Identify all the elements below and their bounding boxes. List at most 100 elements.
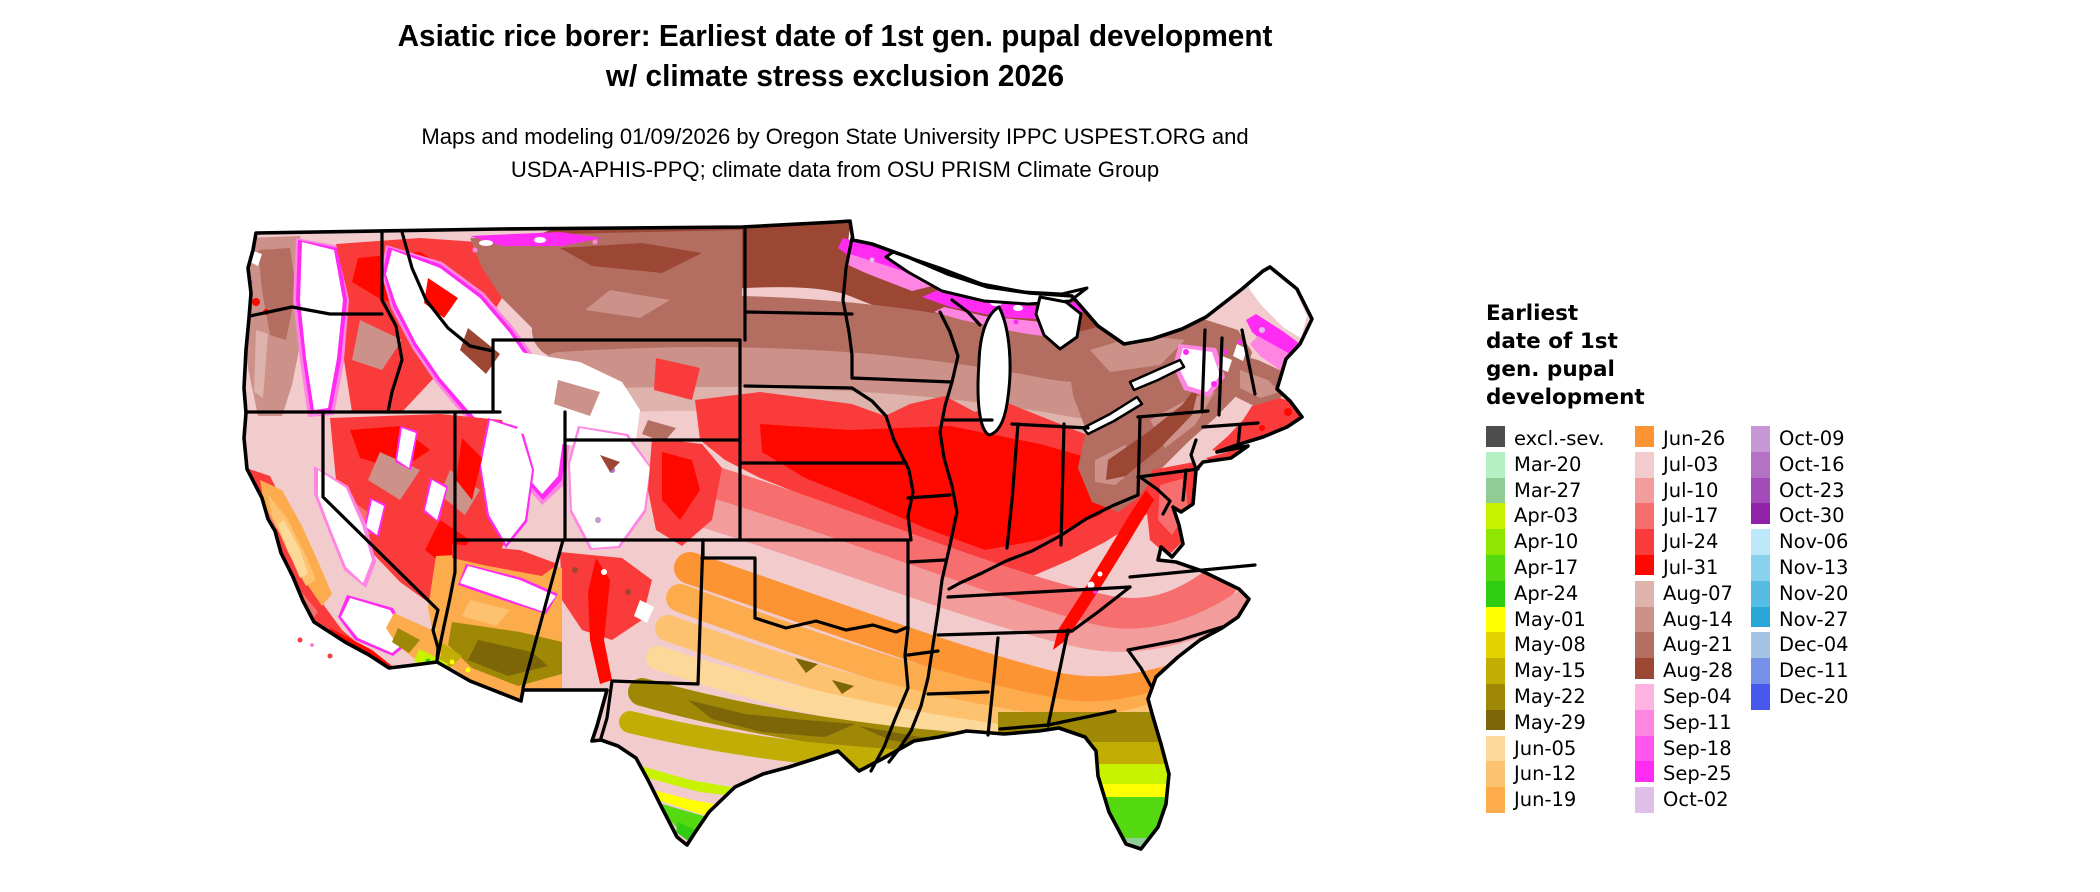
legend-label: Dec-11 (1779, 659, 1849, 683)
legend-item: May-15 (1486, 658, 1635, 684)
legend-swatch (1486, 761, 1505, 788)
legend-label: May-22 (1514, 684, 1586, 708)
legend-item: Apr-24 (1486, 580, 1635, 607)
legend-swatch (1486, 554, 1505, 581)
legend-label: Jun-12 (1514, 762, 1577, 786)
legend-item: Apr-03 (1486, 503, 1635, 530)
legend-swatch (1751, 658, 1770, 684)
legend-item: Sep-25 (1635, 761, 1751, 787)
legend-label: Oct-23 (1779, 478, 1845, 502)
legend-item: Jul-31 (1635, 554, 1751, 581)
legend-swatch (1635, 554, 1654, 576)
legend-swatch (1635, 709, 1654, 736)
legend-label: Dec-04 (1779, 633, 1849, 657)
legend-label: Nov-13 (1779, 555, 1849, 579)
legend-swatch (1486, 426, 1505, 447)
legend-swatch (1751, 580, 1770, 607)
legend-title: Earliest date of 1st gen. pupal developm… (1486, 300, 1900, 412)
legend-label: May-01 (1514, 607, 1586, 631)
legend-swatch (1751, 632, 1770, 659)
legend-item: Nov-20 (1751, 580, 1900, 607)
legend-swatch (1751, 426, 1770, 452)
legend-item: Sep-11 (1635, 709, 1751, 736)
legend-swatch (1751, 529, 1770, 555)
legend-swatch (1486, 477, 1505, 504)
legend-swatch (1635, 503, 1654, 530)
legend-swatch (1486, 658, 1505, 684)
legend-label: Oct-02 (1663, 788, 1729, 812)
legend-swatch (1486, 580, 1505, 607)
map-title-line2: w/ climate stress exclusion 2026 (605, 58, 1065, 93)
legend-columns: excl.-sev. Mar-20 Mar-27 Apr-03 Apr-10 Apr-17… (1486, 426, 1900, 813)
legend-item: Mar-20 (1486, 451, 1635, 478)
legend-swatch (1635, 529, 1654, 555)
legend-title-line: development (1486, 385, 1645, 410)
legend-item: Mar-27 (1486, 477, 1635, 504)
legend-swatch (1486, 529, 1505, 555)
legend-item: Dec-04 (1751, 632, 1900, 659)
legend-swatch (1635, 683, 1654, 710)
legend-swatch (1486, 503, 1505, 530)
legend-label: Dec-20 (1779, 684, 1849, 708)
map-title: Asiatic rice borer: Earliest date of 1st… (360, 16, 1310, 96)
legend-swatch (1751, 451, 1770, 478)
legend-label: Nov-27 (1779, 607, 1849, 631)
legend-swatch (1751, 554, 1770, 581)
legend-swatch (1635, 426, 1654, 447)
legend-label: May-08 (1514, 633, 1586, 657)
legend-swatch (1486, 632, 1505, 659)
map-subtitle: Maps and modeling 01/09/2026 by Oregon S… (311, 120, 1360, 186)
legend-title-line: gen. pupal (1486, 357, 1615, 382)
legend-item: Jun-26 (1635, 426, 1751, 452)
legend-column: excl.-sev. Mar-20 Mar-27 Apr-03 Apr-10 Apr-17… (1486, 426, 1635, 813)
legend-label: Jun-19 (1514, 788, 1577, 812)
legend-label: Oct-16 (1779, 452, 1845, 476)
legend-label: Sep-18 (1663, 736, 1732, 760)
legend-item: Oct-23 (1751, 477, 1900, 504)
legend-label: Mar-20 (1514, 452, 1582, 476)
legend-swatch (1486, 451, 1505, 478)
legend-swatch (1635, 451, 1654, 478)
legend-label: Jul-17 (1663, 504, 1719, 528)
legend-label: excl.-sev. (1514, 427, 1605, 450)
legend-swatch (1635, 787, 1654, 813)
map-subtitle-line1: Maps and modeling 01/09/2026 by Oregon S… (421, 124, 1249, 149)
legend-label: Jul-31 (1663, 555, 1719, 579)
legend-swatch (1751, 683, 1770, 710)
legend-swatch (1635, 658, 1654, 679)
map-title-line1: Asiatic rice borer: Earliest date of 1st… (397, 18, 1273, 53)
legend-swatch (1486, 787, 1505, 813)
legend-item: Jul-03 (1635, 451, 1751, 478)
legend-item: Oct-30 (1751, 503, 1900, 529)
legend-item: Aug-07 (1635, 580, 1751, 607)
legend-swatch (1486, 709, 1505, 731)
legend-item: May-01 (1486, 606, 1635, 633)
legend-label: Apr-03 (1514, 504, 1579, 528)
legend-item: Apr-10 (1486, 529, 1635, 555)
legend-label: Aug-21 (1663, 633, 1733, 657)
legend-item: Aug-28 (1635, 658, 1751, 684)
legend-label: Jun-05 (1514, 736, 1577, 760)
legend-label: Jul-03 (1663, 452, 1719, 476)
legend-label: Sep-04 (1663, 684, 1732, 708)
state-borders (244, 228, 1260, 773)
legend-item: Jul-10 (1635, 477, 1751, 504)
legend-item: May-29 (1486, 709, 1635, 736)
legend: Earliest date of 1st gen. pupal developm… (1486, 300, 1900, 813)
conus-outline (242, 219, 1314, 851)
legend-item: excl.-sev. (1486, 426, 1635, 452)
legend-item: Jul-24 (1635, 529, 1751, 555)
legend-swatch (1635, 477, 1654, 504)
legend-label: Oct-09 (1779, 427, 1845, 450)
legend-item: Jul-17 (1635, 503, 1751, 530)
legend-label: May-15 (1514, 659, 1586, 683)
legend-item: Dec-11 (1751, 658, 1900, 684)
legend-label: Aug-07 (1663, 581, 1733, 605)
legend-label: Jul-10 (1663, 478, 1719, 502)
legend-item: Apr-17 (1486, 554, 1635, 581)
legend-column: Jun-26 Jul-03 Jul-10 Jul-17 Jul-24 Jul-31 Aug-… (1635, 426, 1751, 813)
legend-label: Nov-20 (1779, 581, 1849, 605)
legend-item: Sep-04 (1635, 683, 1751, 710)
legend-item: May-08 (1486, 632, 1635, 659)
